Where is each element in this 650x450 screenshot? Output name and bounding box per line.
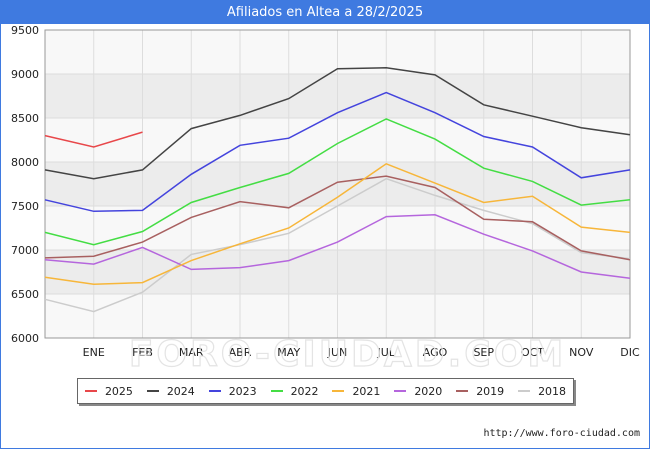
legend-swatch <box>456 390 469 392</box>
legend-label: 2020 <box>414 384 443 398</box>
x-tick-label: JUN <box>327 346 348 359</box>
y-tick-label: 8500 <box>11 112 39 125</box>
x-tick-label: ABR <box>229 346 252 359</box>
legend-label: 2023 <box>228 384 257 398</box>
legend-label: 2021 <box>352 384 381 398</box>
series-line-2019 <box>44 175 631 261</box>
series-line-2023 <box>44 91 631 213</box>
legend: 2025 2024 2023 2022 2021 2020 2019 2018 <box>77 378 574 404</box>
x-tick-label: AGO <box>423 346 448 359</box>
legend-swatch <box>394 390 407 392</box>
series-line-2024 <box>44 67 631 180</box>
series-line-2018 <box>44 177 631 313</box>
legend-item-2021: 2021 <box>332 385 380 398</box>
legend-swatch <box>518 390 531 392</box>
chart-title-text: Afiliados en Altea a 28/2/2025 <box>226 4 424 20</box>
legend-swatch <box>146 390 159 392</box>
plot-border <box>44 29 631 339</box>
legend-item-2020: 2020 <box>394 385 442 398</box>
chart-title: Afiliados en Altea a 28/2/2025 <box>0 0 650 24</box>
legend-item-2018: 2018 <box>518 385 566 398</box>
y-tick-label: 9500 <box>11 24 39 37</box>
y-tick-label: 9000 <box>11 68 39 81</box>
y-tick-label: 6000 <box>11 332 39 345</box>
legend-swatch <box>84 390 97 392</box>
legend-item-2019: 2019 <box>456 385 504 398</box>
legend-item-2025: 2025 <box>84 384 133 398</box>
source-url: http://www.foro-ciudad.com <box>483 428 640 439</box>
legend-item-2022: 2022 <box>270 384 319 398</box>
legend-item-2024: 2024 <box>146 384 195 398</box>
x-tick-label: SEP <box>473 346 494 359</box>
y-tick-label: 8000 <box>11 156 39 169</box>
legend-swatch <box>332 390 345 392</box>
x-tick-label: JUL <box>377 346 396 359</box>
series-line-2020 <box>44 214 631 279</box>
y-tick-label: 7000 <box>11 244 39 257</box>
legend-label: 2019 <box>476 384 505 398</box>
x-tick-label: ENE <box>83 346 105 359</box>
x-tick-label: FEB <box>132 346 153 359</box>
x-tick-label: MAR <box>179 346 204 359</box>
series-line-2025 <box>44 131 143 148</box>
series-line-2022 <box>44 118 631 246</box>
series-line-2021 <box>44 162 631 286</box>
x-tick-label: MAY <box>277 346 300 359</box>
legend-item-2023: 2023 <box>208 384 257 398</box>
y-tick-label: 6500 <box>11 288 39 301</box>
x-tick-label: OCT <box>521 346 544 359</box>
legend-label: 2025 <box>104 384 133 398</box>
watermark: FORO-CIUDAD.COM <box>129 334 566 375</box>
legend-swatch <box>208 390 221 392</box>
y-tick-label: 7500 <box>11 200 39 213</box>
x-tick-label: NOV <box>569 346 594 359</box>
legend-label: 2024 <box>166 384 195 398</box>
x-tick-label: DIC <box>620 346 640 359</box>
legend-label: 2022 <box>290 384 319 398</box>
legend-label: 2018 <box>538 384 567 398</box>
legend-swatch <box>270 390 283 392</box>
